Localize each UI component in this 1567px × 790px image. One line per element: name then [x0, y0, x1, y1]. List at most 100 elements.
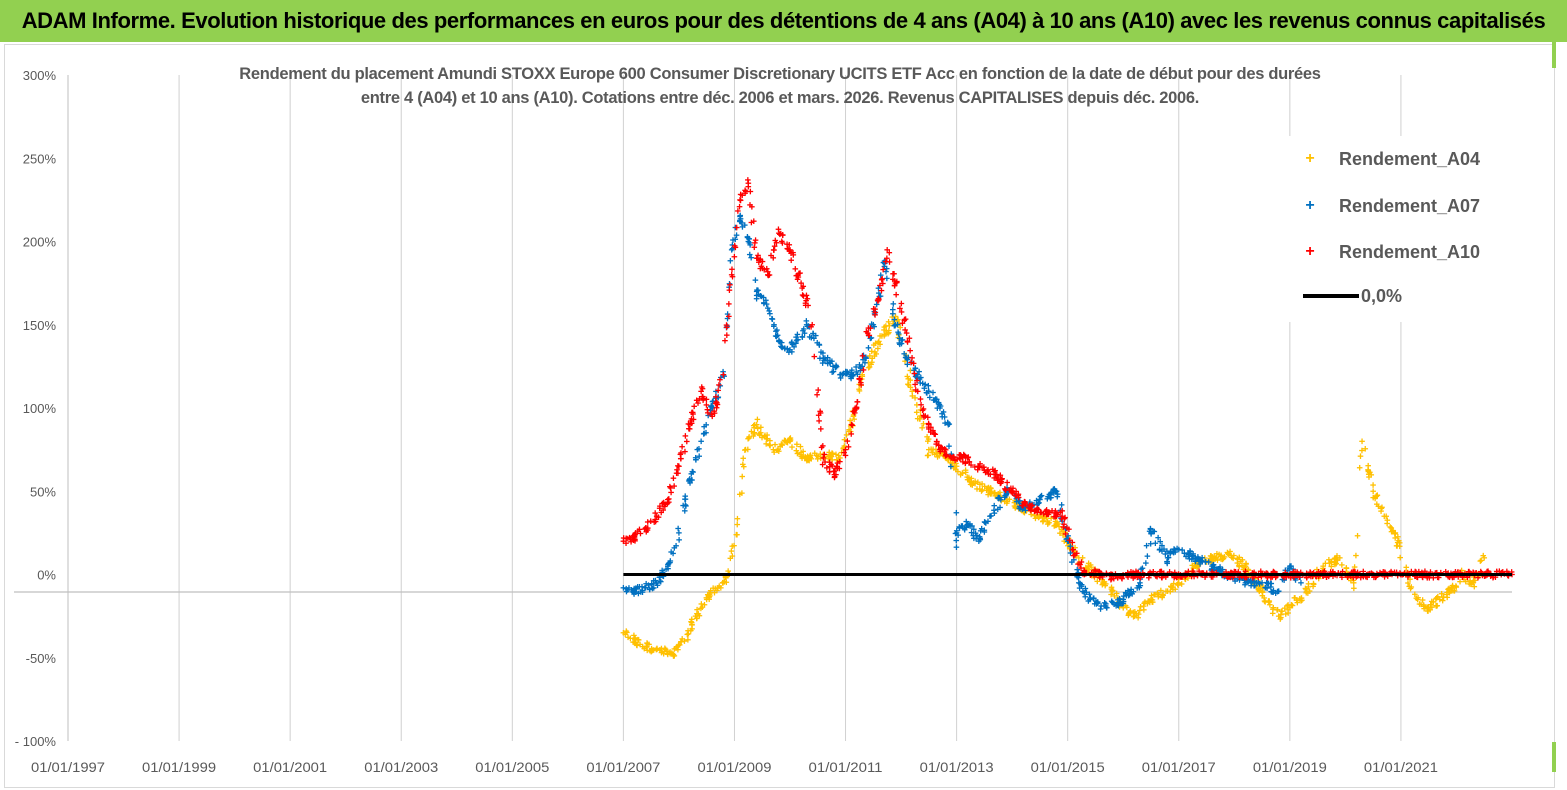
- point-a04: [1217, 553, 1224, 560]
- point-a04: [1102, 582, 1108, 589]
- x-tick-label: 01/01/2001: [253, 759, 327, 775]
- point-a04: [1084, 565, 1090, 572]
- point-a04: [689, 622, 695, 628]
- point-a04: [1159, 594, 1165, 601]
- point-a04: [721, 579, 728, 585]
- point-a04: [886, 322, 893, 329]
- y-axis: - 100% -50% 0% 50% 100% 150% 200% 250% 300%: [15, 68, 57, 749]
- point-a04: [885, 319, 892, 325]
- chart-title: Rendement du placement Amundi STOXX Euro…: [150, 62, 1410, 110]
- point-a04: [807, 452, 814, 458]
- point-a04: [867, 353, 873, 359]
- point-a10: [742, 187, 748, 194]
- x-tick-label: 01/01/2021: [1364, 759, 1438, 775]
- point-a04: [1149, 599, 1155, 605]
- point-a04: [881, 327, 887, 333]
- point-a04: [1055, 521, 1061, 527]
- point-a04: [1305, 590, 1311, 596]
- point-a04: [797, 443, 804, 450]
- point-a04: [868, 348, 875, 355]
- point-a04: [1214, 550, 1220, 557]
- point-a04: [955, 468, 961, 475]
- point-a04: [1109, 587, 1116, 594]
- point-a10: [675, 463, 681, 469]
- point-a04: [987, 490, 993, 496]
- point-a04: [920, 421, 927, 427]
- point-a10: [737, 197, 744, 204]
- point-a04: [841, 443, 848, 449]
- point-a04: [1178, 581, 1185, 587]
- point-a04: [1310, 581, 1317, 588]
- point-a04: [1261, 595, 1267, 601]
- point-a10: [917, 396, 924, 402]
- point-a04: [1288, 602, 1295, 608]
- point-a04: [740, 455, 747, 462]
- point-a10: [845, 444, 852, 450]
- point-a04: [1328, 559, 1335, 566]
- point-a04: [913, 409, 920, 416]
- point-a04: [793, 447, 800, 454]
- x-tick-label: 01/01/2013: [920, 759, 994, 775]
- point-a04: [1279, 608, 1285, 615]
- point-a04: [1108, 591, 1114, 598]
- point-a10: [726, 287, 733, 293]
- x-tick-label: 01/01/2015: [1031, 759, 1105, 775]
- legend-line-zero: [1303, 294, 1359, 298]
- y-tick-label: 150%: [23, 318, 57, 333]
- point-a07: [698, 438, 704, 445]
- point-a04: [1137, 607, 1143, 614]
- point-a04: [762, 432, 768, 439]
- chart-title-line2: entre 4 (A04) et 10 ans (A10). Cotations…: [150, 86, 1410, 110]
- point-a04: [929, 449, 936, 456]
- point-a04: [972, 480, 978, 487]
- point-a07: [953, 509, 960, 516]
- point-a04: [1256, 587, 1263, 594]
- point-a04: [670, 653, 677, 659]
- point-a04: [1099, 581, 1106, 588]
- point-a07: [1152, 540, 1159, 547]
- point-a04: [1477, 558, 1484, 564]
- point-a04: [1393, 543, 1400, 549]
- point-a10: [682, 433, 689, 439]
- point-a04: [1293, 597, 1300, 604]
- point-a04: [634, 642, 640, 649]
- point-a10: [1004, 479, 1010, 486]
- point-a04: [1155, 593, 1162, 600]
- point-a10: [814, 391, 820, 398]
- point-a04: [800, 448, 806, 455]
- point-a10: [745, 177, 751, 183]
- point-a10: [811, 353, 818, 360]
- y-tick-label: 0%: [37, 568, 56, 583]
- point-a04: [992, 490, 998, 496]
- point-a10: [818, 426, 824, 432]
- point-a04: [1384, 517, 1391, 523]
- y-tick-label: 100%: [23, 401, 57, 416]
- point-a04: [811, 450, 818, 457]
- point-a04: [728, 548, 735, 554]
- point-a10: [816, 418, 822, 424]
- point-a10: [731, 253, 738, 260]
- legend-label-zero: 0,0%: [1361, 286, 1402, 307]
- point-a10: [752, 237, 759, 243]
- point-a04: [856, 386, 862, 393]
- point-a04: [734, 531, 740, 538]
- y-tick-label: - 100%: [15, 734, 57, 749]
- point-a04: [912, 395, 918, 401]
- point-a04: [1158, 587, 1164, 594]
- point-a04: [1234, 555, 1241, 562]
- point-a10: [886, 259, 893, 265]
- point-a07: [1037, 493, 1044, 500]
- point-a04: [775, 448, 782, 455]
- point-a07: [1268, 580, 1275, 587]
- point-a10: [891, 270, 897, 277]
- point-a04: [804, 456, 810, 463]
- point-a07: [889, 306, 896, 313]
- point-a04: [1274, 606, 1281, 613]
- point-a04: [825, 455, 832, 462]
- point-a04: [919, 425, 925, 431]
- point-a10: [729, 266, 735, 273]
- chart-legend: + Rendement_A04 + Rendement_A07 + Rendem…: [1281, 136, 1511, 322]
- point-a04: [1356, 464, 1363, 471]
- point-a04: [934, 454, 941, 460]
- point-a07: [676, 537, 682, 543]
